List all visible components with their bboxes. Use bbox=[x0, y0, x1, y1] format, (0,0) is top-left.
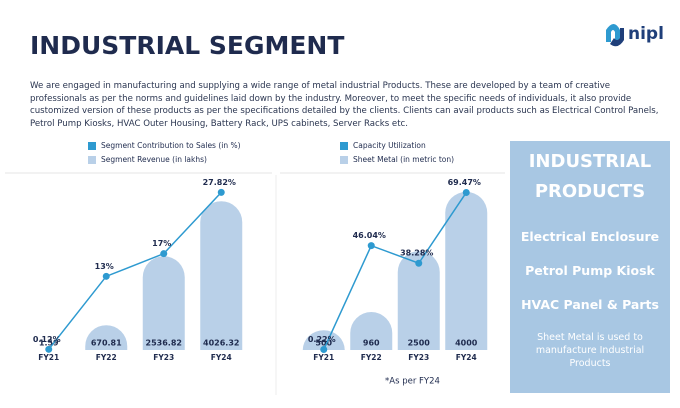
x-tick-label: FY21 bbox=[313, 353, 334, 362]
legend-label: Segment Revenue (in lakhs) bbox=[101, 155, 207, 164]
bar-value-label: 500 bbox=[315, 339, 332, 348]
legend-label: Sheet Metal (in metric ton) bbox=[353, 155, 454, 164]
panel-title: INDUSTRIAL PRODUCTS bbox=[528, 151, 652, 202]
bar bbox=[445, 191, 488, 350]
bar bbox=[302, 330, 345, 350]
bar-value-label: 2500 bbox=[408, 339, 431, 348]
panel-item: HVAC Panel & Parts bbox=[521, 297, 659, 312]
bar bbox=[397, 251, 440, 350]
bar-value-label: 960 bbox=[363, 339, 380, 348]
panel-item: Petrol Pump Kiosk bbox=[525, 263, 655, 278]
point-label: 17% bbox=[152, 239, 171, 248]
line-point bbox=[415, 259, 423, 267]
point-label: 0.12% bbox=[33, 335, 61, 344]
point-label: 46.04% bbox=[353, 231, 386, 240]
bar bbox=[200, 201, 243, 350]
bar-value-label: 4026.32 bbox=[203, 339, 239, 348]
x-tick-label: FY24 bbox=[456, 353, 477, 362]
line-point bbox=[367, 242, 375, 250]
panel: INDUSTRIAL PRODUCTS Electrical Enclosure… bbox=[510, 141, 670, 393]
legend-swatch bbox=[88, 142, 96, 150]
bar bbox=[85, 325, 128, 350]
x-tick-label: FY21 bbox=[38, 353, 59, 362]
bar-value-label: 670.81 bbox=[91, 339, 122, 348]
title: INDUSTRIAL SEGMENT bbox=[30, 31, 344, 60]
line-point bbox=[160, 250, 168, 258]
bar-value-label: 1.59 bbox=[39, 339, 59, 348]
bar bbox=[350, 312, 393, 350]
x-tick-label: FY24 bbox=[211, 353, 232, 362]
line bbox=[48, 191, 222, 350]
bar-value-label: 4000 bbox=[455, 339, 478, 348]
point-label: 0.22% bbox=[308, 335, 336, 344]
line-point bbox=[102, 272, 110, 280]
legend-label: Segment Contribution to Sales (in %) bbox=[101, 141, 241, 150]
line-point bbox=[320, 346, 328, 354]
panel-item: Electrical Enclosure bbox=[520, 229, 660, 244]
legend-swatch bbox=[88, 156, 96, 164]
line-point bbox=[45, 345, 53, 353]
legend-label: Capacity Utilization bbox=[353, 141, 426, 150]
footnote: *As per FY24 bbox=[385, 377, 440, 387]
point-label: 38.28% bbox=[400, 249, 433, 258]
point-label: 69.47% bbox=[448, 178, 481, 187]
panel-note: Sheet Metal is used to manufacture Indus… bbox=[535, 332, 645, 369]
point-label: 27.82% bbox=[203, 178, 236, 187]
x-tick-label: FY22 bbox=[361, 353, 382, 362]
intro: We are engaged in manufacturing and supp… bbox=[30, 81, 659, 129]
line bbox=[323, 192, 467, 350]
line-point bbox=[462, 189, 470, 197]
bar-value-label: 2536.82 bbox=[146, 339, 182, 348]
x-tick-label: FY23 bbox=[153, 353, 174, 362]
legend-swatch bbox=[340, 156, 348, 164]
logo-text: nipl bbox=[628, 24, 664, 44]
point-label: 13% bbox=[95, 262, 114, 271]
line-point bbox=[217, 188, 225, 196]
x-tick-label: FY23 bbox=[408, 353, 429, 362]
x-tick-label: FY22 bbox=[96, 353, 117, 362]
logo-icon bbox=[606, 24, 624, 47]
bar bbox=[142, 256, 185, 350]
legend-swatch bbox=[340, 142, 348, 150]
